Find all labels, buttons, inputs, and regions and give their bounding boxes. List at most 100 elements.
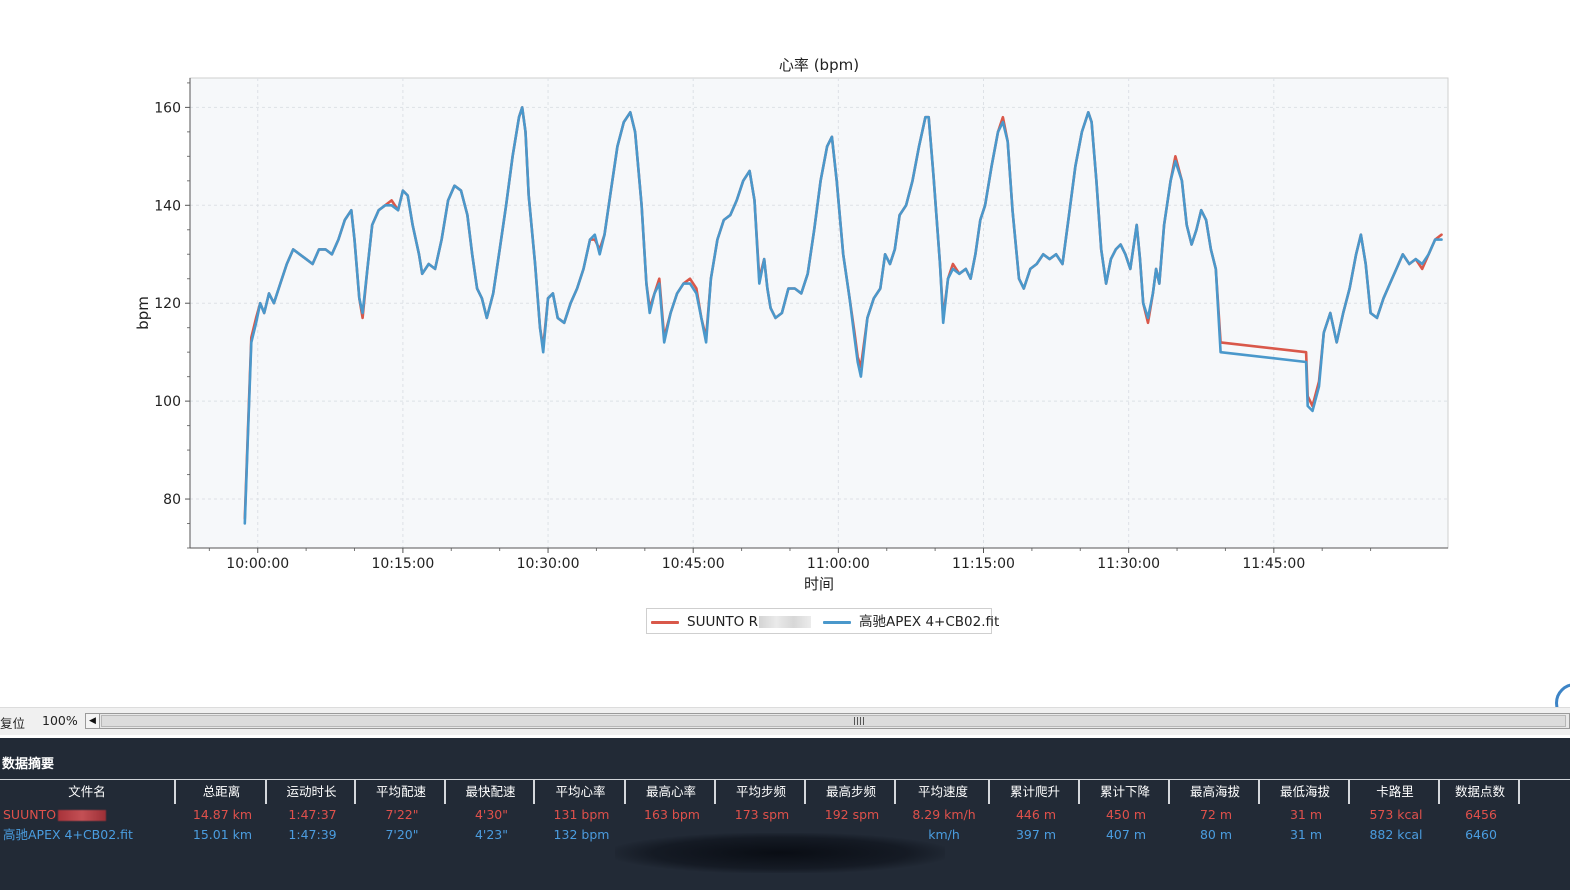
summary-cell: 72 m (1172, 805, 1260, 825)
y-axis-title: bpm (134, 296, 152, 330)
summary-header-cell[interactable]: 累计爬升 (992, 780, 1080, 804)
summary-cell-text: 80 m (1199, 827, 1233, 842)
chart-toolbar: 复位 100% ◀ (0, 707, 1570, 735)
summary-cell-text: 6456 (1465, 807, 1497, 822)
chart-area: 80 100 120 140 160 10:00:00 10:15:00 10:30:00 10… (134, 56, 1449, 634)
summary-cell-text: 31 m (1289, 827, 1323, 842)
summary-header-cell[interactable]: 文件名 (0, 780, 176, 804)
summary-cell-text: 192 spm (824, 807, 880, 822)
summary-cell: 1:47:39 (269, 825, 356, 845)
summary-cell-text: 1:47:37 (288, 807, 337, 822)
x-tick-label: 11:45:00 (1242, 556, 1305, 572)
summary-cell: 8.29 km/h (898, 805, 990, 825)
summary-cell: 高驰APEX 4+CB02.fit (0, 825, 176, 845)
summary-header-cell[interactable]: 卡路里 (1352, 780, 1440, 804)
summary-cell: 7'22" (358, 805, 446, 825)
summary-cell-text: 1:47:39 (288, 827, 337, 842)
summary-header-cell[interactable]: 数据点数 (1442, 780, 1520, 804)
summary-cell: 407 m (1082, 825, 1170, 845)
summary-header-cell[interactable]: 总距离 (178, 780, 267, 804)
summary-cell: 7'20" (358, 825, 446, 845)
summary-cell-text: 15.01 km (192, 827, 253, 842)
x-tick-label: 11:15:00 (952, 556, 1015, 572)
grid-lines (190, 78, 1448, 548)
summary-header-cell[interactable]: 最高步频 (808, 780, 896, 804)
y-tick-label: 160 (154, 100, 181, 116)
summary-cell-text: 407 m (1105, 827, 1146, 842)
summary-cell: 31 m (1262, 805, 1350, 825)
summary-cell: 4'23" (448, 825, 535, 845)
summary-cell-text: 450 m (1105, 807, 1146, 822)
summary-cell: 163 bpm (628, 805, 716, 825)
scroll-left-icon[interactable]: ◀ (86, 714, 100, 728)
chart-title: 心率 (bpm) (779, 56, 859, 74)
grip-icon (854, 717, 864, 725)
summary-cell: 4'30" (448, 805, 535, 825)
summary-cell: 882 kcal (1352, 825, 1440, 845)
redacted-text-blur (758, 616, 811, 628)
legend-swatch-coros (823, 620, 851, 624)
redacted-text-blur (58, 810, 107, 821)
summary-cell-text: 高驰APEX 4+CB02.fit (3, 827, 133, 842)
x-tick-label: 10:45:00 (662, 556, 725, 572)
summary-header-cell[interactable]: 平均步频 (718, 780, 806, 804)
summary-cell-text: 31 m (1289, 807, 1323, 822)
summary-header-cell[interactable]: 累计下降 (1082, 780, 1170, 804)
x-tick-label: 10:00:00 (226, 556, 289, 572)
summary-cell-text: 131 bpm (553, 807, 610, 822)
summary-header-cell[interactable]: 平均速度 (898, 780, 990, 804)
summary-cell-text: 163 bpm (644, 807, 700, 822)
chart-legend: SUUNTO R 高驰APEX 4+CB02.fit (646, 608, 999, 634)
legend-item-suunto[interactable]: SUUNTO R (651, 613, 811, 631)
summary-cell-text: 397 m (1015, 827, 1056, 842)
x-axis-title: 时间 (804, 575, 834, 593)
summary-header-cell[interactable]: 平均配速 (358, 780, 446, 804)
summary-cell-text: 72 m (1199, 807, 1233, 822)
summary-cell: 1:47:37 (269, 805, 356, 825)
scrollbar-thumb[interactable] (101, 715, 1566, 727)
y-tick-label: 100 (154, 394, 181, 410)
summary-header-cell[interactable]: 最高海拔 (1172, 780, 1260, 804)
reset-button[interactable]: 复位 (0, 716, 26, 731)
x-tick-label: 11:30:00 (1097, 556, 1160, 572)
summary-header-cell[interactable]: 最高心率 (628, 780, 716, 804)
summary-cell: 397 m (992, 825, 1080, 845)
summary-cell: 450 m (1082, 805, 1170, 825)
x-tick-label: 10:15:00 (371, 556, 434, 572)
summary-cell-text: 882 kcal (1369, 827, 1423, 842)
horizontal-scrollbar[interactable]: ◀ (85, 713, 1570, 729)
summary-cell-text: 4'30" (474, 807, 509, 822)
watermark-blur (615, 833, 945, 873)
summary-cell: 132 bpm (537, 825, 626, 845)
summary-header-row: 文件名 总距离 运动时长 平均配速 最快配速 平均心率 最高心率 平均步频 最高步频 平均速度 累计… (0, 779, 1570, 806)
summary-cell-text: SUUNTO (3, 807, 57, 822)
series-line-coros (243, 106, 1443, 525)
heart-rate-chart: 80 100 120 140 160 10:00:00 10:15:00 10:30:00 10… (134, 56, 1449, 593)
y-tick-label: 80 (163, 492, 181, 508)
summary-cell-text: 6460 (1465, 827, 1497, 842)
summary-cell-text: 14.87 km (192, 807, 253, 822)
summary-cell-text: 132 bpm (553, 827, 610, 842)
summary-header-cell[interactable]: 运动时长 (269, 780, 356, 804)
summary-cell: SUUNTO (0, 805, 176, 825)
summary-cell-text: 7'20" (385, 827, 419, 842)
summary-cell: 6460 (1442, 825, 1520, 845)
summary-row[interactable]: 高驰APEX 4+CB02.fit 15.01 km 1:47:39 7'20" 4'2… (0, 825, 1570, 845)
summary-cell: 80 m (1172, 825, 1260, 845)
summary-cell: 192 spm (808, 805, 896, 825)
summary-cell-text: 7'22" (385, 807, 419, 822)
summary-header-cell[interactable]: 平均心率 (537, 780, 626, 804)
legend-item-coros[interactable]: 高驰APEX 4+CB02.fit (823, 613, 999, 631)
summary-header-cell[interactable]: 最快配速 (448, 780, 535, 804)
summary-cell: 131 bpm (537, 805, 626, 825)
summary-row[interactable]: SUUNTO 14.87 km 1:47:37 7'22" 4'30" 131 bpm 16… (0, 805, 1570, 825)
summary-header-cell[interactable]: 最低海拔 (1262, 780, 1350, 804)
summary-title: 数据摘要 (2, 757, 55, 772)
x-tick-label: 10:30:00 (517, 556, 580, 572)
summary-cell-text: 4'23" (474, 827, 509, 842)
summary-cell-text: 173 spm (734, 807, 790, 822)
summary-cell-text: 573 kcal (1369, 807, 1423, 822)
summary-cell-text: 8.29 km/h (912, 807, 976, 822)
plot-background (189, 77, 1449, 549)
summary-cell: 15.01 km (178, 825, 267, 845)
